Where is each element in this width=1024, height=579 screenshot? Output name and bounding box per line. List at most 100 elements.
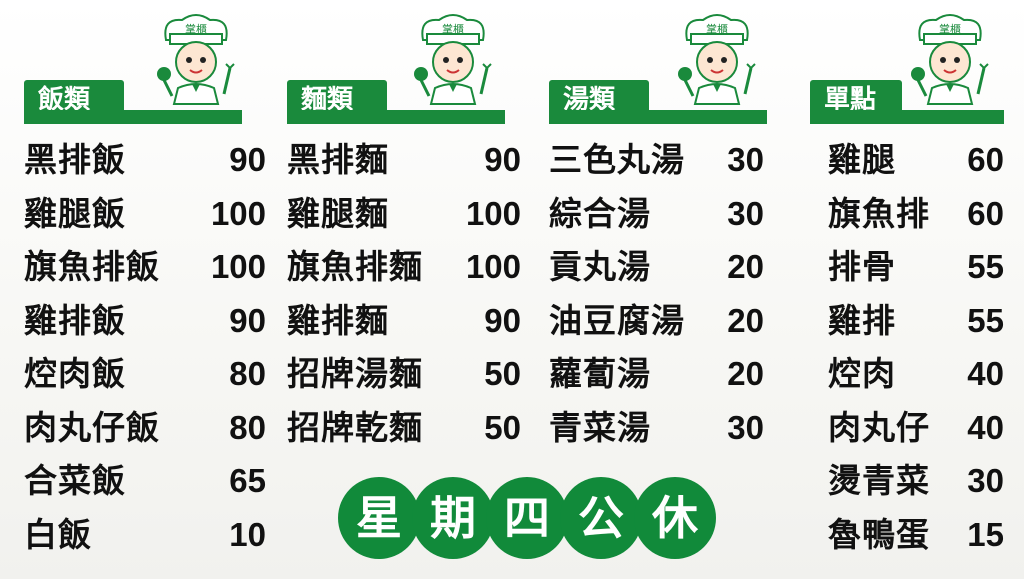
list-item: 魯鴨蛋 15 (828, 513, 1004, 567)
item-name: 黑排飯 (24, 140, 126, 179)
menu-column-soups: 掌櫃 湯類 三色丸湯 30 綜合湯 30 貢丸湯 20 油豆腐湯 20 蘿蔔湯 20 青菜… (549, 0, 774, 579)
header-bar (549, 110, 767, 124)
item-name: 焢肉 (828, 354, 896, 393)
item-name: 三色丸湯 (549, 140, 685, 179)
menu-column-rice: 掌櫃 飯類 黑排飯 90 雞腿飯 100 旗魚排飯 100 雞排飯 90 焢肉飯 80 肉… (24, 0, 274, 579)
chef-mascot-icon: 掌櫃 (678, 14, 756, 105)
item-name: 油豆腐湯 (549, 300, 685, 340)
item-name: 焢肉飯 (24, 354, 126, 393)
list-item: 合菜飯 65 (24, 459, 266, 513)
item-name: 招牌乾麵 (287, 407, 423, 447)
item-price: 30 (727, 141, 764, 178)
item-price: 100 (465, 194, 521, 232)
item-name: 雞排飯 (24, 300, 126, 340)
item-price: 100 (465, 248, 521, 285)
section-header: 湯類 (549, 80, 767, 124)
svg-text:掌櫃: 掌櫃 (706, 22, 728, 36)
item-price: 20 (727, 248, 764, 285)
item-price: 30 (967, 462, 1004, 499)
item-price: 10 (229, 515, 266, 553)
item-name: 黑排麵 (287, 140, 389, 179)
list-item: 燙青菜 30 (828, 459, 1004, 513)
item-name: 白飯 (24, 514, 92, 554)
section-header: 單點 (810, 80, 1004, 124)
list-item: 白飯 10 (24, 513, 266, 567)
item-name: 雞排 (828, 300, 896, 340)
item-price: 80 (229, 408, 266, 446)
item-name: 旗魚排麵 (287, 247, 423, 286)
header-bar (24, 110, 242, 124)
item-price: 90 (229, 141, 266, 178)
closed-day-notice: 星 期 四 公 休 (338, 477, 718, 559)
menu-column-side-dishes: 掌櫃 單點 雞腿 60 旗魚排 60 排骨 55 雞排 55 焢肉 40 肉丸仔 40 燙青… (810, 0, 1010, 579)
item-price: 90 (484, 141, 521, 178)
list-item: 排骨 55 (828, 245, 1004, 299)
item-name: 旗魚排 (828, 193, 930, 233)
item-price: 20 (727, 355, 764, 392)
item-list: 雞腿 60 旗魚排 60 排骨 55 雞排 55 焢肉 40 肉丸仔 40 燙青菜 30 魯鴨… (828, 138, 1004, 566)
list-item: 黑排麵 90 (287, 138, 521, 192)
section-header: 飯類 (24, 80, 242, 124)
list-item: 雞腿飯 100 (24, 192, 266, 246)
list-item: 焢肉飯 80 (24, 352, 266, 406)
item-price: 60 (967, 141, 1004, 178)
list-item: 貢丸湯 20 (549, 245, 764, 299)
item-price: 100 (210, 248, 266, 285)
item-name: 貢丸湯 (549, 247, 651, 286)
item-price: 80 (229, 355, 266, 392)
item-price: 55 (967, 301, 1004, 339)
item-name: 肉丸仔飯 (24, 407, 160, 447)
item-list: 黑排飯 90 雞腿飯 100 旗魚排飯 100 雞排飯 90 焢肉飯 80 肉丸仔飯 80 … (24, 138, 266, 566)
item-name: 肉丸仔 (828, 407, 930, 447)
list-item: 招牌乾麵 50 (287, 406, 521, 460)
item-price: 15 (967, 515, 1004, 553)
item-name: 招牌湯麵 (287, 354, 423, 393)
list-item: 焢肉 40 (828, 352, 1004, 406)
list-item: 雞排麵 90 (287, 299, 521, 353)
item-list: 三色丸湯 30 綜合湯 30 貢丸湯 20 油豆腐湯 20 蘿蔔湯 20 青菜湯 30 (549, 138, 764, 459)
item-price: 50 (484, 355, 521, 392)
notice-character: 公 (560, 477, 642, 559)
item-price: 50 (484, 408, 521, 446)
notice-character: 星 (338, 477, 420, 559)
item-name: 綜合湯 (549, 193, 651, 233)
item-list: 黑排麵 90 雞腿麵 100 旗魚排麵 100 雞排麵 90 招牌湯麵 50 招牌乾麵 50 (287, 138, 521, 459)
item-price: 40 (967, 355, 1004, 392)
chef-mascot-icon: 掌櫃 (157, 14, 235, 105)
list-item: 油豆腐湯 20 (549, 299, 764, 353)
list-item: 蘿蔔湯 20 (549, 352, 764, 406)
list-item: 雞排飯 90 (24, 299, 266, 353)
item-price: 90 (229, 301, 266, 339)
list-item: 肉丸仔飯 80 (24, 406, 266, 460)
notice-character: 期 (412, 477, 494, 559)
list-item: 雞腿 60 (828, 138, 1004, 192)
item-price: 90 (484, 301, 521, 339)
svg-text:掌櫃: 掌櫃 (185, 22, 207, 36)
section-header: 麵類 (287, 80, 505, 124)
list-item: 三色丸湯 30 (549, 138, 764, 192)
list-item: 旗魚排飯 100 (24, 245, 266, 299)
item-name: 燙青菜 (828, 461, 930, 500)
list-item: 青菜湯 30 (549, 406, 764, 460)
notice-character: 休 (634, 477, 716, 559)
item-price: 30 (727, 408, 764, 446)
list-item: 黑排飯 90 (24, 138, 266, 192)
item-name: 雞排麵 (287, 300, 389, 340)
item-name: 青菜湯 (549, 407, 651, 447)
header-bar (287, 110, 505, 124)
list-item: 雞腿麵 100 (287, 192, 521, 246)
item-price: 30 (727, 194, 764, 232)
item-name: 蘿蔔湯 (549, 354, 651, 393)
svg-text:掌櫃: 掌櫃 (442, 22, 464, 36)
list-item: 旗魚排麵 100 (287, 245, 521, 299)
list-item: 招牌湯麵 50 (287, 352, 521, 406)
item-name: 雞腿飯 (24, 193, 126, 233)
chef-mascot-icon: 掌櫃 (911, 14, 989, 105)
list-item: 雞排 55 (828, 299, 1004, 353)
item-price: 55 (967, 248, 1004, 285)
list-item: 肉丸仔 40 (828, 406, 1004, 460)
list-item: 綜合湯 30 (549, 192, 764, 246)
item-name: 魯鴨蛋 (828, 514, 930, 554)
item-name: 排骨 (828, 247, 896, 286)
